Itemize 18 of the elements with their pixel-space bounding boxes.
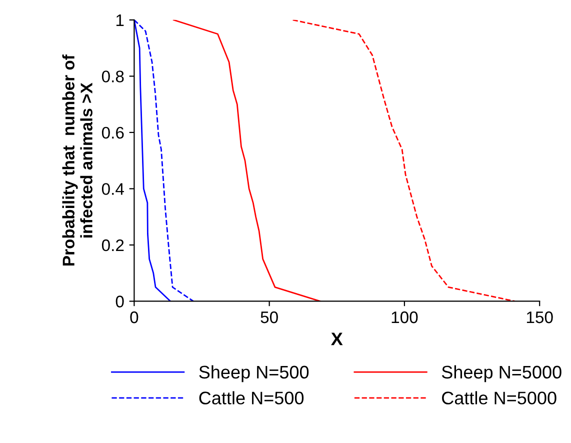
x-tick-label: 50 <box>260 311 278 324</box>
y-tick-label: 0.2 <box>102 239 124 252</box>
y-axis-title: Probability that number of infected animals >X <box>62 54 92 266</box>
y-tick-label: 0.8 <box>102 70 124 82</box>
line-series <box>292 20 516 302</box>
line-series <box>172 20 321 302</box>
y-tick-label: 1 <box>116 14 124 26</box>
legend-label: Cattle N=5000 <box>442 391 556 404</box>
y-tick-label: 0.6 <box>102 126 124 139</box>
x-tick-label: 100 <box>392 311 418 324</box>
y-tick-label: 0 <box>116 296 124 308</box>
x-axis-title: X <box>331 332 343 346</box>
legend-label: Cattle N=500 <box>199 391 304 404</box>
x-tick-label: 150 <box>526 311 553 324</box>
x-tick-label: 0 <box>130 311 138 324</box>
legend-label: Sheep N=500 <box>199 365 309 382</box>
y-tick-label: 0.4 <box>102 183 124 195</box>
legend-label: Sheep N=5000 <box>442 365 562 382</box>
